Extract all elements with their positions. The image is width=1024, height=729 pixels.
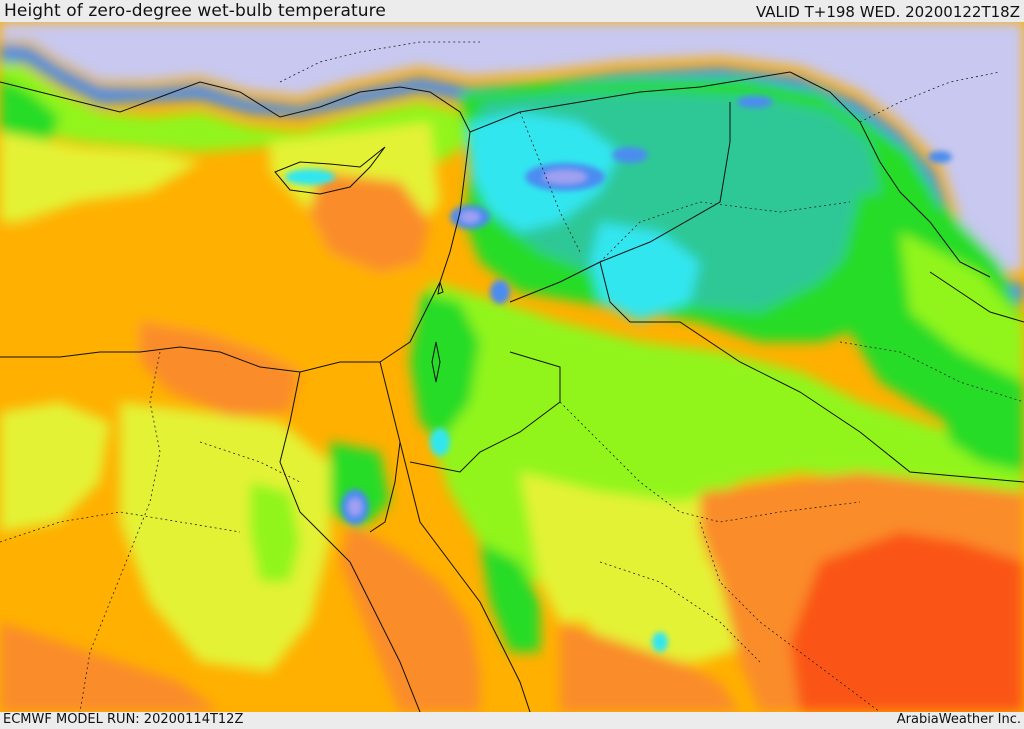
map-title: Height of zero-degree wet-bulb temperatu… [4, 1, 386, 21]
map-canvas [0, 22, 1024, 712]
weather-map[interactable] [0, 22, 1024, 712]
credit-label: ArabiaWeather Inc. [896, 712, 1021, 727]
internal-boundaries [0, 41, 1024, 712]
valid-time: VALID T+198 WED. 20200122T18Z [755, 3, 1020, 21]
borders [0, 71, 1024, 712]
footer-bar: ECMWF MODEL RUN: 20200114T12Z ArabiaWeat… [0, 712, 1024, 729]
header-bar: Height of zero-degree wet-bulb temperatu… [0, 0, 1024, 22]
contour-fields [0, 22, 1024, 712]
intense-spots [285, 96, 952, 652]
model-run-label: ECMWF MODEL RUN: 20200114T12Z [3, 712, 244, 727]
